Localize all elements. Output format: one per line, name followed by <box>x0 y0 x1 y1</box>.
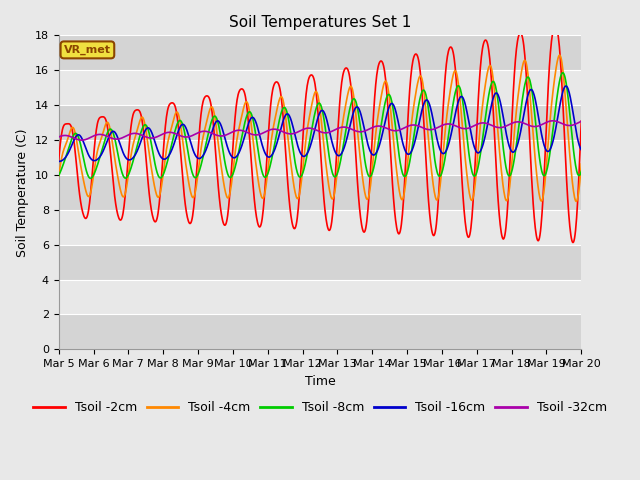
X-axis label: Time: Time <box>305 374 335 387</box>
Y-axis label: Soil Temperature (C): Soil Temperature (C) <box>16 128 29 257</box>
Bar <box>59 279 581 314</box>
Bar <box>59 245 581 279</box>
Bar <box>59 210 581 245</box>
Bar <box>59 314 581 349</box>
Bar <box>59 105 581 140</box>
Legend: Tsoil -2cm, Tsoil -4cm, Tsoil -8cm, Tsoil -16cm, Tsoil -32cm: Tsoil -2cm, Tsoil -4cm, Tsoil -8cm, Tsoi… <box>28 396 612 420</box>
Text: VR_met: VR_met <box>64 45 111 55</box>
Bar <box>59 36 581 70</box>
Bar <box>59 175 581 210</box>
Bar <box>59 140 581 175</box>
Bar <box>59 70 581 105</box>
Title: Soil Temperatures Set 1: Soil Temperatures Set 1 <box>229 15 411 30</box>
